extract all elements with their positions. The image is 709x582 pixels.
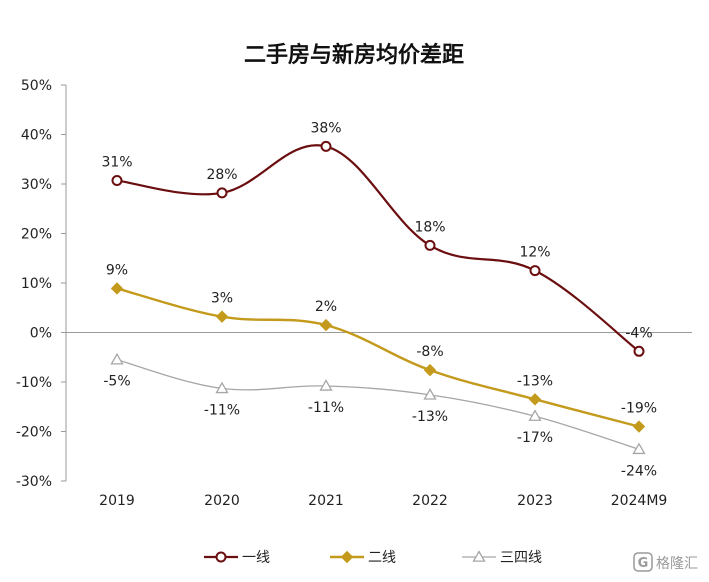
- series-1-marker: [529, 265, 541, 277]
- chart-axes: 50% 40% 30% 20% 10% 0% -10% -20% -30% 2019 2020 202…: [16, 78, 692, 509]
- series-1-marker: [424, 239, 436, 251]
- data-label: 2%: [315, 299, 337, 315]
- data-label: -4%: [625, 325, 652, 341]
- data-label: -19%: [621, 401, 657, 417]
- series-2-marker: [110, 282, 124, 295]
- series-2-marker: [423, 363, 437, 377]
- y-tick-label: 30%: [21, 177, 52, 193]
- y-tick-label: 0%: [30, 326, 52, 342]
- y-tick-label: -20%: [16, 425, 52, 441]
- y-tick-label: -10%: [16, 375, 52, 391]
- x-tick-label: 2022: [412, 493, 448, 509]
- y-tick-label: 10%: [21, 276, 52, 292]
- legend: 一线 二线 三四线: [204, 550, 542, 566]
- data-label: 18%: [414, 219, 445, 235]
- series-1-marker: [216, 187, 228, 199]
- data-label: -24%: [621, 463, 657, 479]
- series-line-2: [116, 287, 640, 428]
- x-tick-label: 2023: [517, 493, 553, 509]
- data-label: 28%: [206, 167, 237, 183]
- series-1-marker: [320, 140, 332, 152]
- series-2-marker: [319, 318, 333, 332]
- legend-item-2: 二线: [330, 550, 396, 566]
- watermark: G 格隆汇: [633, 552, 698, 572]
- series-line-1: [116, 144, 640, 353]
- chart-title: 二手房与新房均价差距: [244, 42, 464, 68]
- series-line-3: [116, 359, 640, 450]
- x-tick-label: 2019: [99, 493, 135, 509]
- series-3-marker: [423, 388, 437, 400]
- data-label: 31%: [101, 155, 132, 171]
- x-tick-label: 2024M9: [611, 493, 668, 509]
- data-label: -17%: [517, 430, 553, 446]
- data-label: -11%: [204, 402, 240, 418]
- series-2-marker: [632, 420, 646, 433]
- data-label: -5%: [103, 374, 130, 390]
- legend-label: 一线: [242, 550, 270, 566]
- legend-item-1: 一线: [204, 550, 270, 566]
- data-labels: 31% 28% 38% 18% 12% -4% 9% 3% 2% -8% -13% -19% -5% -1…: [101, 120, 657, 479]
- y-tick-label: -30%: [16, 474, 52, 490]
- series-markers: [110, 140, 646, 455]
- data-label: -11%: [308, 400, 344, 416]
- series-3-marker: [319, 379, 333, 391]
- series-1-marker: [633, 345, 645, 357]
- series-3-marker: [110, 352, 124, 365]
- legend-item-3: 三四线: [462, 550, 542, 566]
- legend-marker: [472, 550, 486, 562]
- data-label: -13%: [412, 409, 448, 425]
- data-label: 12%: [519, 245, 550, 261]
- series-1-marker: [111, 175, 123, 187]
- series-2-marker: [215, 310, 229, 323]
- watermark-text: 格隆汇: [656, 556, 698, 572]
- data-label: -8%: [416, 344, 443, 360]
- x-tick-label: 2020: [204, 493, 240, 509]
- series-3-marker: [215, 381, 229, 394]
- series-lines: [116, 144, 640, 450]
- x-tick-label: 2021: [308, 493, 344, 509]
- legend-label: 二线: [368, 550, 396, 566]
- data-label: 9%: [106, 262, 128, 278]
- data-label: 38%: [310, 120, 341, 136]
- legend-label: 三四线: [500, 550, 542, 566]
- data-label: 3%: [211, 291, 233, 307]
- y-tick-label: 50%: [21, 78, 52, 94]
- series-3-marker: [632, 442, 646, 455]
- y-tick-label: 40%: [21, 128, 52, 144]
- y-tick-label: 20%: [21, 227, 52, 243]
- data-label: -13%: [517, 373, 553, 389]
- series-2-marker: [528, 393, 542, 406]
- series-3-marker: [528, 409, 542, 421]
- legend-marker: [215, 551, 227, 563]
- svg-text:G: G: [638, 556, 649, 571]
- logo-g-icon: G: [633, 552, 653, 572]
- legend-marker: [340, 550, 354, 564]
